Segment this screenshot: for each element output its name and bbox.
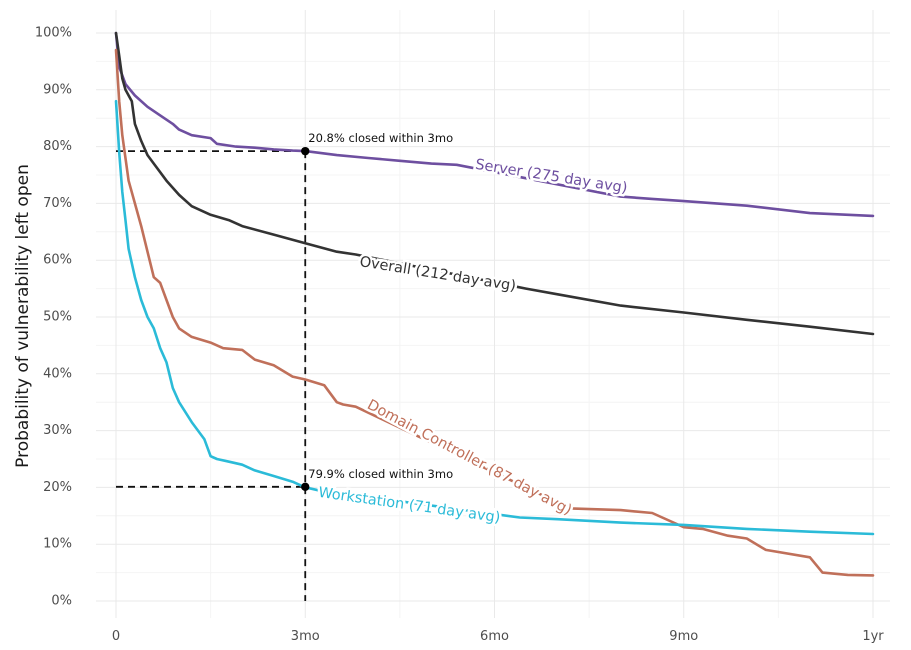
x-tick-label: 1yr [862,629,884,644]
y-tick-label: 0% [51,594,72,609]
x-tick-label: 3mo [291,629,320,644]
y-tick-label: 90% [43,82,72,97]
series-line-1 [114,31,875,336]
y-tick-label: 20% [43,480,72,495]
series-layer [114,31,875,577]
y-tick-label: 10% [43,537,72,552]
series-line-0 [114,31,875,218]
series-line-2 [114,48,875,577]
x-tick-label: 0 [112,629,120,644]
x-tick-label: 6mo [480,629,509,644]
y-axis-title: Probability of vulnerability left open [13,164,33,468]
grid-layer [96,10,890,618]
annotation-text-0: 20.8% closed within 3mo [308,131,453,145]
y-tick-label: 60% [43,253,72,268]
annotations: 20.8% closed within 3mo 79.9% closed with… [301,130,455,492]
y-tick-label: 80% [43,139,72,154]
y-tick-label: 30% [43,423,72,438]
axis-layer: 0% 10% 20% 30% 40% 50% 60% 70% 80% 90% 100% 0 3mo 6mo… [35,26,884,645]
y-tick-label: 100% [35,26,72,41]
annotation-point [301,146,310,156]
y-tick-label: 70% [43,196,72,211]
reference-lines [116,150,307,601]
series-label-3: Workstation (71 day avg) [317,485,501,526]
annotation-text-1: 79.9% closed within 3mo [308,467,453,481]
series-line-3 [114,99,875,536]
x-tick-label: 9mo [669,629,698,644]
y-tick-label: 50% [43,310,72,325]
series-label-0: Server (275 day avg) [474,157,628,197]
y-tick-label: 40% [43,366,72,381]
annotation-point [301,482,310,492]
